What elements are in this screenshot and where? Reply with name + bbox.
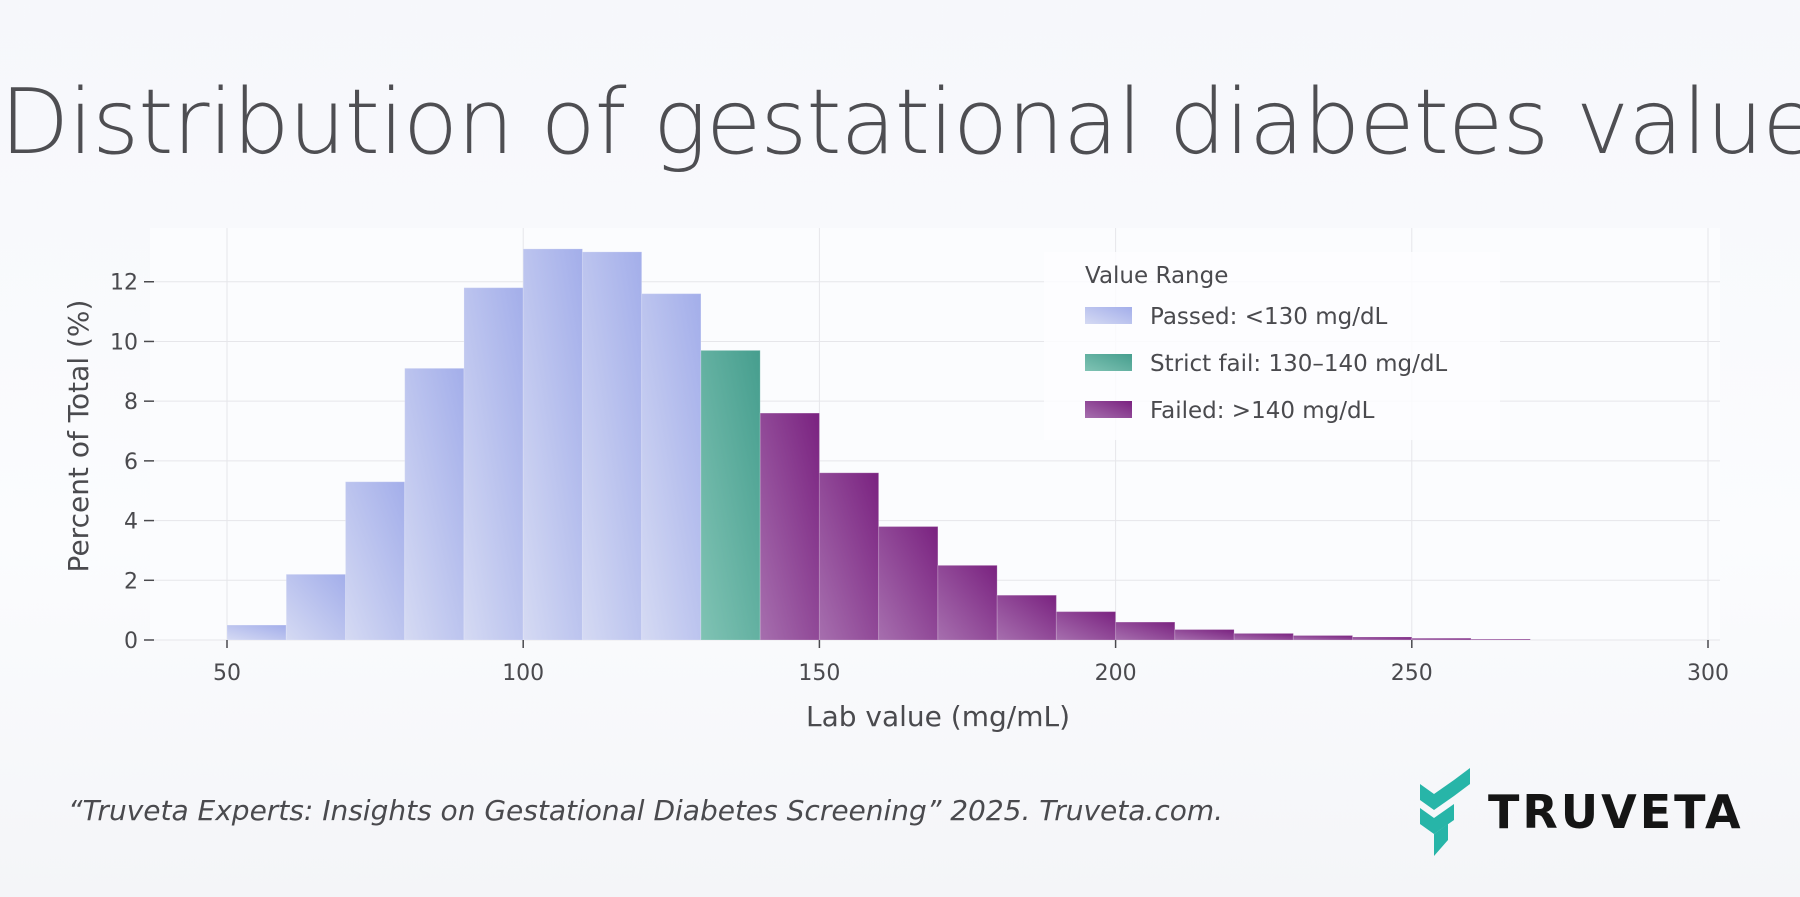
histogram-bar-passed	[285, 573, 346, 641]
brand-name: TRUVETA	[1488, 785, 1744, 839]
histogram-bar-passed	[344, 481, 406, 641]
histogram-bar-failed	[996, 594, 1057, 641]
truveta-chevron-icon	[1420, 768, 1470, 856]
histogram-bar-passed	[463, 287, 524, 641]
x-tick-label: 200	[1095, 661, 1137, 686]
legend-label-passed: Passed: <130 mg/dL	[1150, 304, 1388, 330]
x-tick-label: 250	[1391, 661, 1433, 686]
x-axis-label: Lab value (mg/mL)	[806, 700, 1070, 733]
y-axis-label: Percent of Total (%)	[62, 300, 95, 573]
source-caption: “Truveta Experts: Insights on Gestationa…	[68, 794, 1224, 827]
histogram-bar-passed	[581, 251, 643, 641]
histogram-bar-failed	[1055, 611, 1117, 641]
histogram-bar-passed	[522, 248, 583, 641]
y-tick-label: 10	[110, 330, 138, 355]
brand-logo[interactable]: TRUVETA	[1418, 766, 1744, 858]
histogram-bar-failed	[1352, 636, 1413, 641]
legend-swatch-strict-fail	[1085, 354, 1132, 371]
y-tick-label: 6	[124, 450, 138, 475]
histogram-bar-failed	[759, 412, 820, 641]
histogram-bar-failed	[937, 564, 998, 641]
histogram-bar-failed	[1233, 632, 1294, 641]
y-tick-label: 2	[124, 569, 138, 594]
legend-title: Value Range	[1085, 263, 1228, 289]
histogram-bar-failed	[1411, 637, 1472, 641]
x-tick-label: 300	[1687, 661, 1729, 686]
axes: 50 100 150 200 250 300 0 2 4 6 8 10 12	[110, 271, 1729, 686]
histogram-bar-passed	[641, 293, 702, 641]
legend-swatch-passed	[1085, 307, 1132, 324]
histogram-bar-failed	[1174, 629, 1235, 641]
legend: Value Range Passed: <130 mg/dL Strict fa…	[1044, 252, 1500, 440]
y-tick-label: 12	[110, 271, 138, 296]
histogram-bar-strict	[700, 349, 761, 641]
x-tick-label: 50	[213, 661, 241, 686]
bars	[226, 248, 1531, 641]
histogram-bar-passed	[226, 624, 287, 641]
x-tick-label: 150	[798, 661, 840, 686]
y-tick-label: 0	[124, 629, 138, 654]
legend-label-strict-fail: Strict fail: 130–140 mg/dL	[1150, 351, 1447, 377]
histogram-bar-failed	[818, 472, 880, 641]
histogram-bar-failed	[1115, 621, 1176, 641]
y-tick-label: 8	[124, 390, 138, 415]
legend-swatch-failed	[1085, 401, 1132, 418]
histogram-bar-passed	[404, 367, 465, 641]
histogram-bar-failed	[878, 526, 939, 641]
page-title: Distribution of gestational diabetes val…	[0, 70, 1800, 175]
histogram-bar-failed	[1470, 638, 1531, 641]
legend-label-failed: Failed: >140 mg/dL	[1150, 398, 1375, 424]
histogram-bar-failed	[1292, 635, 1354, 641]
x-tick-label: 100	[502, 661, 544, 686]
y-tick-label: 4	[124, 510, 138, 535]
